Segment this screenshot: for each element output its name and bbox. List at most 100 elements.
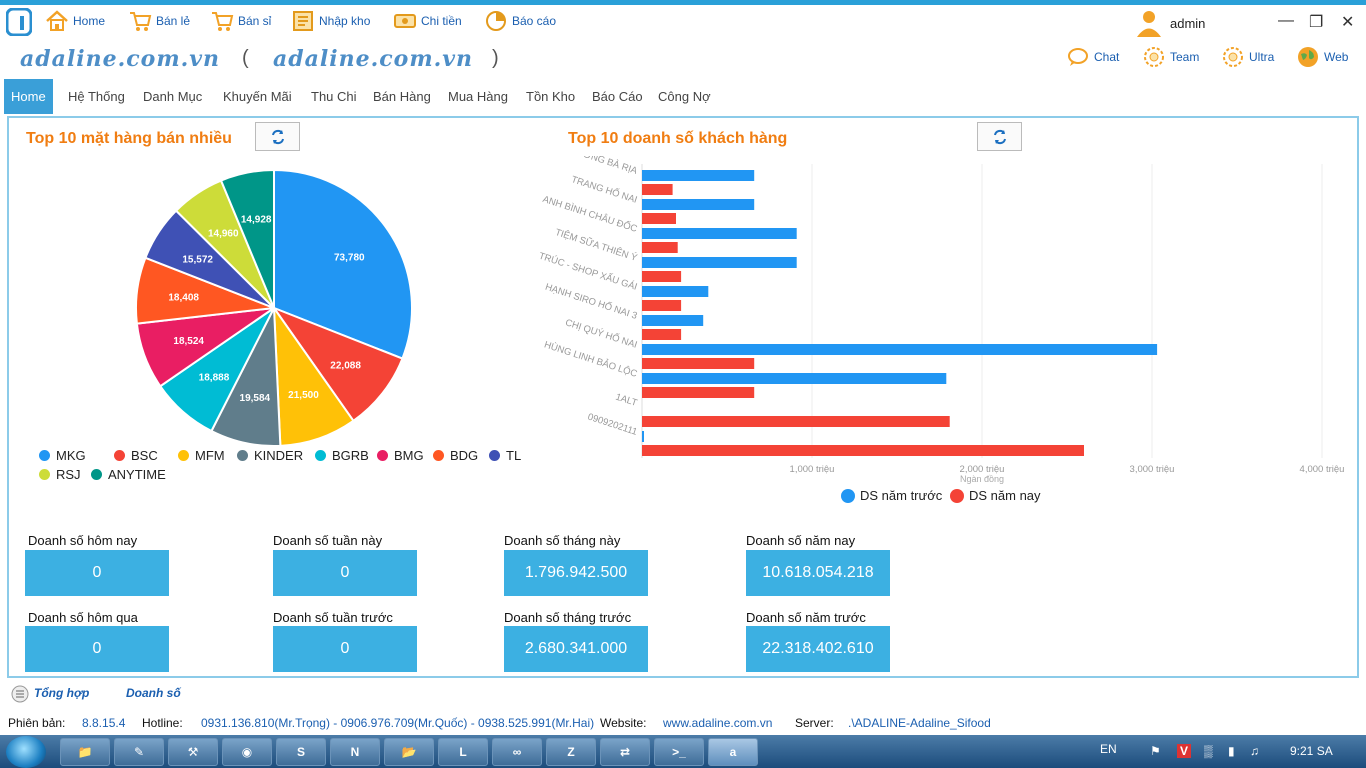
zalo-icon[interactable]: Z (546, 738, 596, 766)
legend-dot (237, 450, 248, 461)
chat-icon (1068, 48, 1088, 66)
legend-item-bmg[interactable]: BMG (377, 448, 424, 463)
toolbar-retail-label: Bán lẻ (156, 14, 191, 28)
bar-last-year (642, 315, 704, 326)
menu-promotion[interactable]: Khuyến Mãi (223, 89, 292, 104)
ultra-link[interactable]: Ultra (1221, 45, 1274, 69)
close-icon[interactable]: ✕ (1341, 14, 1355, 31)
web-link[interactable]: Web (1296, 45, 1348, 69)
explorer-icon[interactable]: 📁 (60, 738, 110, 766)
menu-cashflow[interactable]: Thu Chi (311, 89, 357, 104)
brand-close-paren: ) (492, 47, 499, 69)
bar-this-year (642, 358, 755, 369)
bar-refresh-button[interactable] (977, 122, 1022, 151)
language-indicator[interactable]: EN (1100, 742, 1117, 756)
app-l-icon[interactable]: L (438, 738, 488, 766)
chat-label: Chat (1094, 50, 1120, 64)
team-label: Team (1170, 50, 1200, 64)
chart-icon (486, 11, 506, 31)
legend-item-mfm[interactable]: MFM (178, 448, 225, 463)
menu-system[interactable]: Hệ Thống (68, 89, 125, 104)
clock[interactable]: 9:21 SA (1290, 744, 1333, 758)
refresh-icon (993, 129, 1006, 144)
skype-icon[interactable]: S (276, 738, 326, 766)
toolbar-import-button[interactable]: Nhập kho (291, 9, 370, 33)
menu-reports[interactable]: Báo Cáo (592, 89, 643, 104)
bar-this-year (642, 184, 673, 195)
legend-dot (114, 450, 125, 461)
stat-lastweek-label: Doanh số tuần trước (273, 610, 393, 625)
pie-slice-value-label: 14,960 (208, 228, 239, 239)
teamviewer-icon[interactable]: ⇄ (600, 738, 650, 766)
bar-this-year (642, 329, 682, 340)
menu-catalog[interactable]: Danh Mục (143, 89, 203, 104)
brand-open-paren: ( (242, 47, 249, 69)
legend-item-bdg[interactable]: BDG (433, 448, 478, 463)
legend-item-mkg[interactable]: MKG (39, 448, 86, 463)
minimize-icon[interactable]: — (1278, 12, 1294, 29)
start-button[interactable] (6, 736, 46, 768)
folder-icon[interactable]: 📂 (384, 738, 434, 766)
menu-purchase[interactable]: Mua Hàng (448, 89, 508, 104)
version-label: Phiên bản: (8, 716, 66, 730)
category-label: CHỊ QUÝ HỐ NAI (564, 316, 639, 351)
cmd-icon[interactable]: >_ (654, 738, 704, 766)
antivirus-icon[interactable]: V (1177, 744, 1192, 758)
chrome-icon[interactable]: ◉ (222, 738, 272, 766)
legend-item-bgrb[interactable]: BGRB (315, 448, 369, 463)
team-link[interactable]: Team (1142, 45, 1199, 69)
user-account[interactable]: admin (1134, 8, 1205, 38)
paint-icon[interactable]: ✎ (114, 738, 164, 766)
pie-slice-value-label: 15,572 (182, 254, 213, 265)
bar-this-year (642, 213, 676, 224)
flag-icon[interactable]: ⚑ (1150, 744, 1161, 758)
pie-refresh-button[interactable] (255, 122, 300, 151)
legend-item-rsj[interactable]: RSJ (39, 467, 81, 482)
website-link[interactable]: www.adaline.com.vn (663, 716, 773, 730)
refresh-icon (271, 129, 284, 144)
bar-last-year (642, 286, 709, 297)
legend-item-tl[interactable]: TL (489, 448, 521, 463)
bar-this-year (642, 271, 682, 282)
tab-summary[interactable]: Tổng hợp (34, 686, 90, 700)
pie-legend: MKG BSC MFM KINDER BGRB BMG BDG TL RSJ ANYTIME (39, 448, 521, 488)
legend-item-bsc[interactable]: BSC (114, 448, 158, 463)
legend-item-kinder[interactable]: KINDER (237, 448, 303, 463)
toolbar-expense-label: Chi tiền (421, 14, 462, 28)
tab-revenue[interactable]: Doanh số (126, 686, 181, 700)
menu-home[interactable]: Home (4, 79, 53, 114)
visual-studio-icon[interactable]: ∞ (492, 738, 542, 766)
toolbar-expense-button[interactable]: Chi tiền (393, 9, 462, 33)
windows-taskbar: 📁 ✎ ⚒ ◉ S N 📂 L ∞ Z ⇄ >_ a EN ⚑ V ▒ ▮ ♫ … (0, 735, 1366, 768)
home-icon (46, 10, 68, 31)
bar-this-year (642, 445, 1084, 456)
pie-slice-anytime (219, 168, 275, 309)
legend-item-anytime[interactable]: ANYTIME (91, 467, 166, 482)
category-label: SƠN LƯƠNG BÀ RỊA (546, 156, 639, 177)
stat-today-label: Doanh số hôm nay (28, 533, 138, 548)
menu-debt[interactable]: Công Nợ (658, 89, 711, 104)
menu-inventory[interactable]: Tồn Kho (526, 89, 576, 104)
volume-icon[interactable]: ♫ (1250, 744, 1259, 758)
legend-label: KINDER (254, 448, 304, 463)
toolbar-home-button[interactable]: Home (45, 9, 105, 33)
toolbar-wholesale-label: Bán sỉ (238, 14, 272, 28)
tools-icon[interactable]: ⚒ (168, 738, 218, 766)
adaline-taskbar-icon[interactable]: a (708, 738, 758, 766)
network-icon[interactable]: ▒ (1204, 744, 1213, 758)
onenote-icon[interactable]: N (330, 738, 380, 766)
brand-text-secondary: adaline.com.vn (273, 46, 474, 72)
username: admin (1170, 15, 1206, 31)
battery-icon[interactable]: ▮ (1228, 744, 1235, 758)
maximize-icon[interactable]: ❐ (1309, 14, 1324, 31)
toolbar-report-button[interactable]: Báo cáo (484, 9, 556, 33)
menu-sales[interactable]: Bán Hàng (373, 89, 431, 104)
legend-label: ANYTIME (108, 467, 166, 482)
chat-link[interactable]: Chat (1066, 45, 1119, 69)
brand-text: adaline.com.vn (20, 46, 221, 72)
toolbar-retail-button[interactable]: Bán lẻ (128, 9, 190, 33)
list-icon (11, 685, 29, 703)
legend-dot (489, 450, 500, 461)
toolbar-wholesale-button[interactable]: Bán sỉ (210, 9, 271, 33)
ultra-icon (1223, 47, 1243, 67)
